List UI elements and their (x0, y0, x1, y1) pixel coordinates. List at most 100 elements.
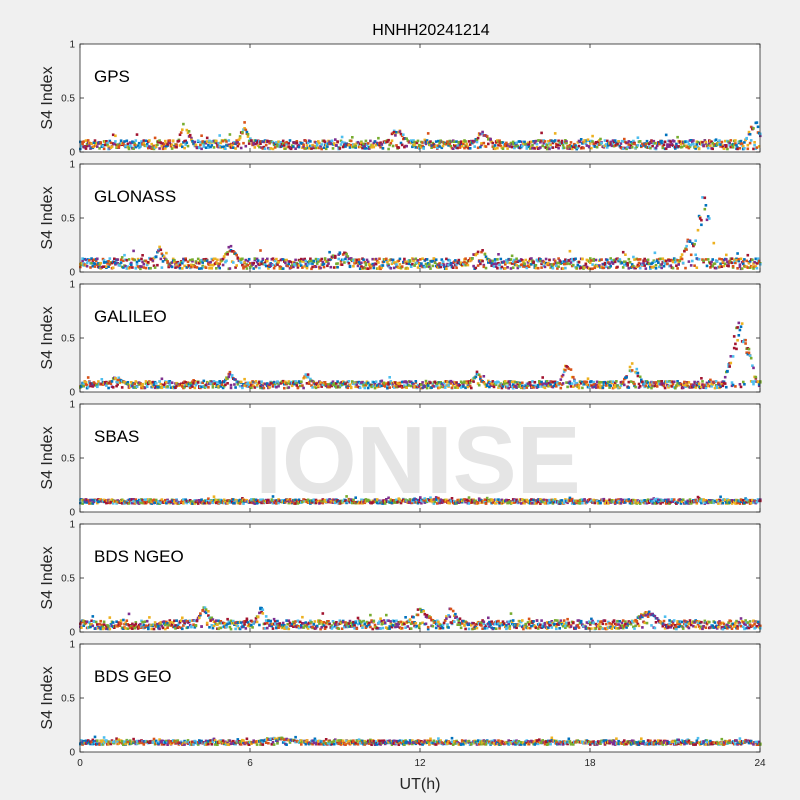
data-point (114, 261, 117, 265)
data-point (84, 381, 88, 384)
data-point (736, 147, 739, 151)
data-point (655, 144, 659, 148)
data-point (208, 266, 211, 270)
data-point (681, 261, 685, 265)
data-point (283, 386, 286, 390)
data-point (122, 141, 125, 145)
data-point (473, 139, 476, 143)
data-point (711, 147, 714, 151)
data-point (511, 260, 515, 264)
data-point (148, 139, 151, 142)
data-point (558, 382, 561, 385)
data-point (443, 265, 447, 269)
data-point (294, 502, 297, 505)
data-point (508, 145, 512, 148)
data-point (738, 328, 742, 332)
data-point (304, 147, 308, 150)
data-point (168, 141, 172, 145)
data-point (674, 386, 677, 390)
data-point (521, 498, 524, 501)
data-point (576, 146, 580, 150)
data-point (128, 266, 132, 269)
data-point (346, 255, 350, 258)
data-point (501, 147, 505, 150)
data-point (606, 146, 609, 149)
data-point (436, 382, 439, 386)
data-point (226, 251, 229, 254)
data-point (421, 144, 424, 148)
data-point (307, 380, 311, 384)
data-point (647, 142, 651, 146)
data-point (217, 265, 220, 268)
data-point (207, 146, 210, 149)
data-point (260, 260, 263, 264)
data-point (301, 500, 304, 504)
data-point (606, 139, 609, 143)
data-point (625, 147, 628, 151)
data-point (134, 498, 138, 501)
data-point (161, 147, 165, 151)
data-point (568, 249, 572, 253)
data-point (108, 139, 112, 143)
data-point (584, 263, 588, 266)
data-point (601, 386, 605, 389)
data-point (440, 263, 444, 267)
data-point (288, 498, 292, 501)
data-point (738, 147, 742, 150)
data-point (593, 145, 597, 148)
data-point (624, 253, 627, 256)
data-point (304, 259, 308, 263)
data-point (366, 142, 370, 145)
data-point (395, 263, 398, 266)
data-point (664, 133, 668, 137)
data-point (193, 386, 197, 390)
data-point (611, 380, 615, 383)
data-point (715, 143, 719, 147)
data-point (493, 258, 497, 261)
data-point (725, 145, 728, 149)
data-point (377, 136, 380, 140)
data-point (703, 383, 707, 387)
data-point (472, 264, 475, 268)
data-point (439, 381, 442, 384)
data-point (186, 260, 190, 263)
data-point (569, 261, 573, 264)
data-point (122, 259, 125, 263)
data-point (134, 267, 138, 270)
data-point (612, 140, 616, 144)
data-point (714, 380, 718, 383)
data-point (608, 386, 611, 389)
data-point (336, 380, 339, 383)
data-point (364, 261, 368, 265)
data-point (145, 500, 149, 504)
data-point (144, 380, 148, 383)
data-point (362, 385, 365, 388)
data-point (335, 382, 338, 385)
data-point (711, 258, 714, 261)
data-point (383, 385, 387, 388)
data-point (320, 257, 323, 261)
data-point (654, 264, 658, 267)
data-point (183, 264, 186, 268)
data-point (145, 144, 149, 148)
data-point (681, 386, 685, 390)
data-point (243, 121, 246, 124)
data-point (355, 383, 359, 387)
data-point (116, 258, 119, 261)
data-point (81, 259, 84, 263)
data-point (358, 386, 362, 390)
data-point (600, 381, 603, 384)
data-point (757, 259, 761, 263)
data-point (336, 499, 339, 502)
data-point (543, 384, 547, 388)
data-point (441, 260, 445, 263)
data-point (298, 261, 302, 265)
data-point (227, 139, 231, 142)
data-point (156, 263, 159, 267)
data-point (709, 266, 712, 269)
data-point (290, 384, 294, 388)
data-point (698, 217, 702, 220)
data-point (539, 146, 542, 149)
data-point (338, 385, 342, 389)
data-point (139, 267, 142, 271)
